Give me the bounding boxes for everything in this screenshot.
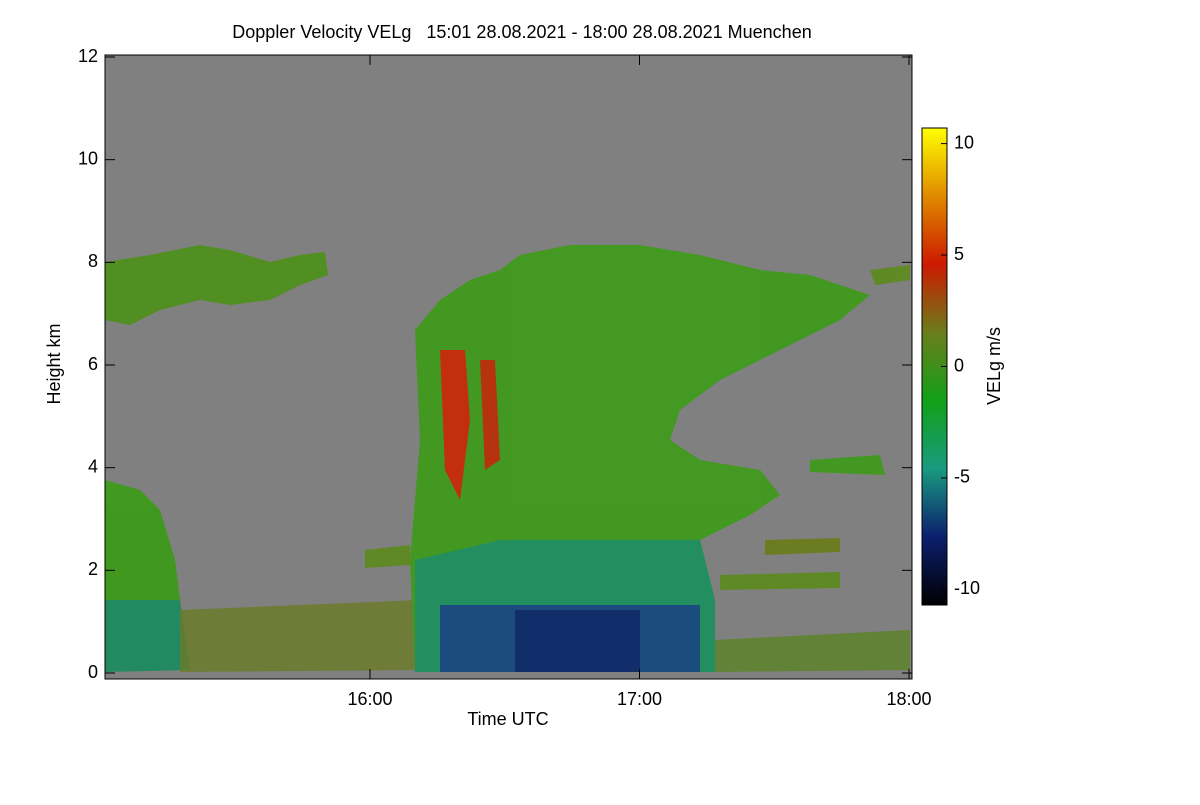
y-tick-label: 0 xyxy=(88,662,98,682)
colorbar-tick-label: -10 xyxy=(954,578,980,598)
colorbar-tick-label: 5 xyxy=(954,244,964,264)
y-tick-label: 10 xyxy=(78,148,98,168)
colorbar-tick-label: 0 xyxy=(954,355,964,375)
plot-frame xyxy=(104,54,913,680)
colorbar-tick-label: 10 xyxy=(954,132,974,152)
colorbar-tick-label: -5 xyxy=(954,467,970,487)
x-axis-label: Time UTC xyxy=(467,709,548,729)
x-tick-label: 16:00 xyxy=(347,689,392,709)
y-tick-label: 12 xyxy=(78,46,98,66)
y-tick-label: 8 xyxy=(88,251,98,271)
x-tick-label: 18:00 xyxy=(886,689,931,709)
y-tick-label: 6 xyxy=(88,354,98,374)
y-tick-label: 2 xyxy=(88,559,98,579)
chart-title: Doppler Velocity VELg 15:01 28.08.2021 -… xyxy=(232,22,811,42)
y-tick-label: 4 xyxy=(88,456,98,476)
x-tick-label: 17:00 xyxy=(617,689,662,709)
echo-field xyxy=(105,245,910,672)
colorbar-label: VELg m/s xyxy=(984,327,1004,405)
y-axis-label: Height km xyxy=(44,323,64,404)
